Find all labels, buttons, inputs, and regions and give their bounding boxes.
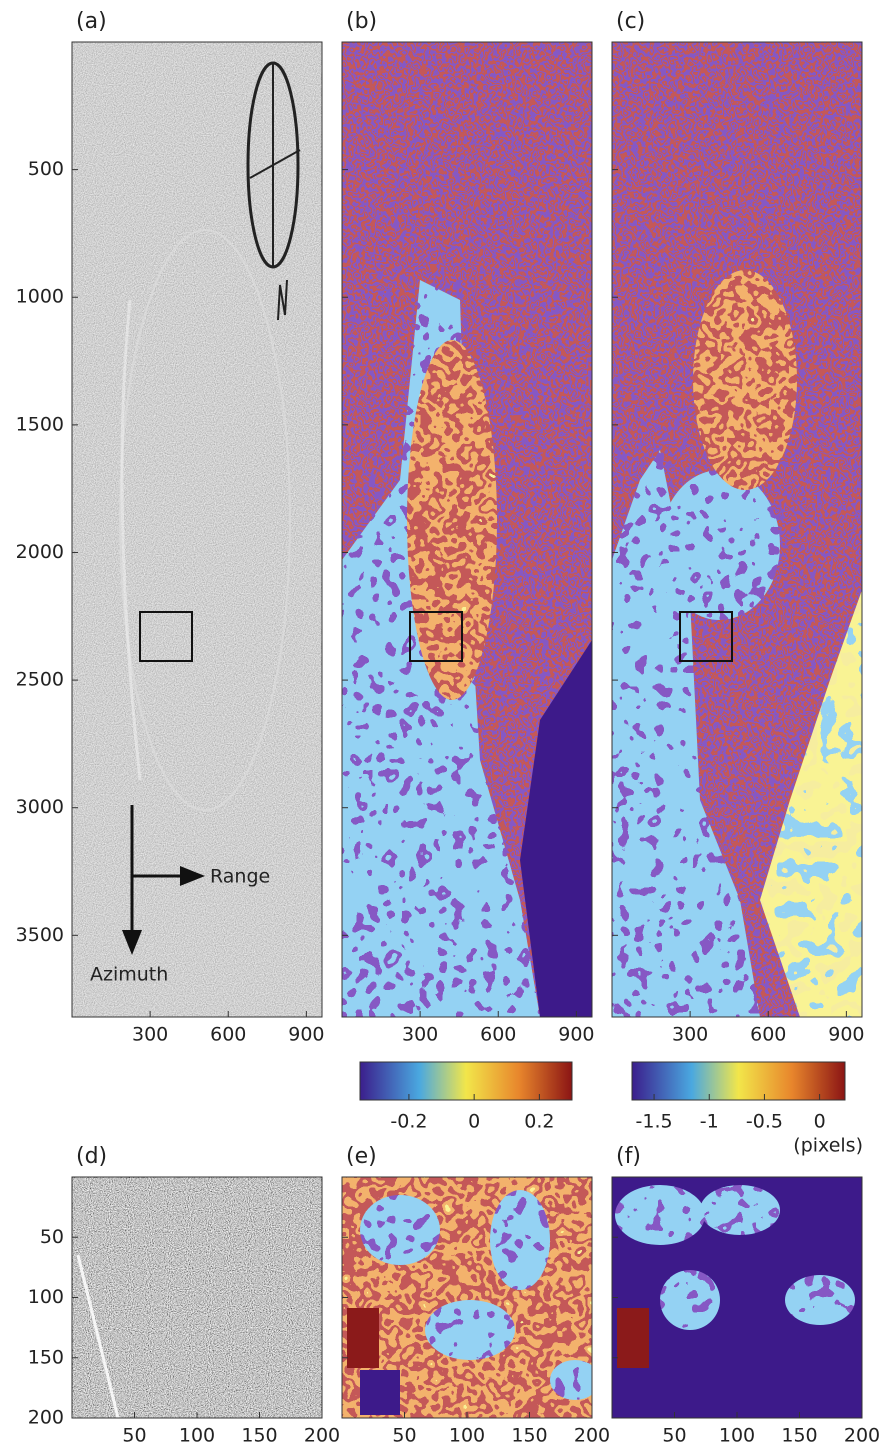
- colorbar: [359, 1061, 573, 1101]
- x-tick-label: 50: [662, 1425, 686, 1447]
- colorbar-tick-label: -0.2: [390, 1111, 427, 1133]
- x-tick-label: 150: [781, 1425, 817, 1447]
- y-tick-label: 2500: [16, 669, 64, 691]
- x-tick-label: 200: [304, 1425, 340, 1447]
- x-tick-label: 900: [288, 1024, 324, 1046]
- y-tick-label: 200: [28, 1407, 64, 1429]
- colorbar-tick-label: -1: [700, 1111, 719, 1133]
- panel-label: (e): [346, 1144, 377, 1169]
- panel-label: (f): [616, 1144, 641, 1169]
- x-tick-label: 50: [122, 1425, 146, 1447]
- colorbar-label: (pixels): [793, 1135, 863, 1157]
- x-tick-label: 100: [449, 1425, 485, 1447]
- x-tick-label: 150: [241, 1425, 277, 1447]
- x-tick-label: 200: [574, 1425, 610, 1447]
- x-tick-label: 600: [480, 1024, 516, 1046]
- colorbar-tick-label: 0.2: [524, 1111, 554, 1133]
- axes-frame: [71, 41, 323, 1018]
- panel-label: (d): [76, 1144, 107, 1169]
- y-tick-label: 1000: [16, 286, 64, 308]
- x-tick-label: 50: [392, 1425, 416, 1447]
- x-tick-label: 150: [511, 1425, 547, 1447]
- y-tick-label: 150: [28, 1346, 64, 1368]
- x-tick-label: 900: [558, 1024, 594, 1046]
- panel-label: (c): [616, 9, 645, 34]
- x-tick-label: 200: [844, 1425, 880, 1447]
- x-tick-label: 900: [828, 1024, 864, 1046]
- colorbar-tick-label: 0: [468, 1111, 480, 1133]
- panel-label: (a): [76, 9, 107, 34]
- colorbar-tick-label: -0.5: [746, 1111, 783, 1133]
- y-tick-label: 3000: [16, 796, 64, 818]
- y-tick-label: 3500: [16, 924, 64, 946]
- colorbar-tick-label: 0: [814, 1111, 826, 1133]
- y-tick-label: 500: [28, 158, 64, 180]
- y-tick-label: 100: [28, 1286, 64, 1308]
- axes-frame: [341, 41, 593, 1018]
- annotation: Range: [210, 866, 270, 888]
- x-tick-label: 300: [402, 1024, 438, 1046]
- images: [72, 42, 862, 1419]
- x-tick-label: 600: [210, 1024, 246, 1046]
- x-tick-label: 600: [750, 1024, 786, 1046]
- x-tick-label: 300: [672, 1024, 708, 1046]
- x-tick-label: 100: [719, 1425, 755, 1447]
- annotation: Azimuth: [90, 964, 168, 986]
- axes-frame: [611, 41, 863, 1018]
- colorbar: [631, 1061, 846, 1101]
- x-tick-label: 300: [132, 1024, 168, 1046]
- y-tick-label: 50: [40, 1226, 64, 1248]
- x-tick-label: 100: [179, 1425, 215, 1447]
- colorbar-tick-label: -1.5: [636, 1111, 673, 1133]
- y-tick-label: 2000: [16, 541, 64, 563]
- panel-label: (b): [346, 9, 377, 34]
- y-tick-label: 1500: [16, 413, 64, 435]
